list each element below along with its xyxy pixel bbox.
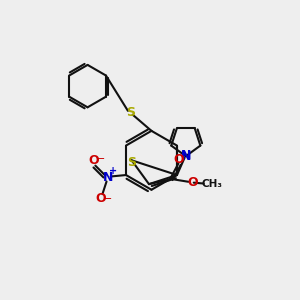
Text: −: − xyxy=(95,154,105,164)
Text: N: N xyxy=(103,172,113,184)
Text: N: N xyxy=(181,150,191,163)
Text: CH₃: CH₃ xyxy=(202,178,223,188)
Text: S: S xyxy=(126,106,135,119)
Text: O: O xyxy=(187,176,198,189)
Text: +: + xyxy=(109,167,117,176)
Text: S: S xyxy=(127,156,136,169)
Text: O: O xyxy=(174,154,184,166)
Text: N: N xyxy=(181,148,191,161)
Text: O: O xyxy=(96,192,106,206)
Text: −: − xyxy=(102,194,112,205)
Text: O: O xyxy=(88,154,99,167)
